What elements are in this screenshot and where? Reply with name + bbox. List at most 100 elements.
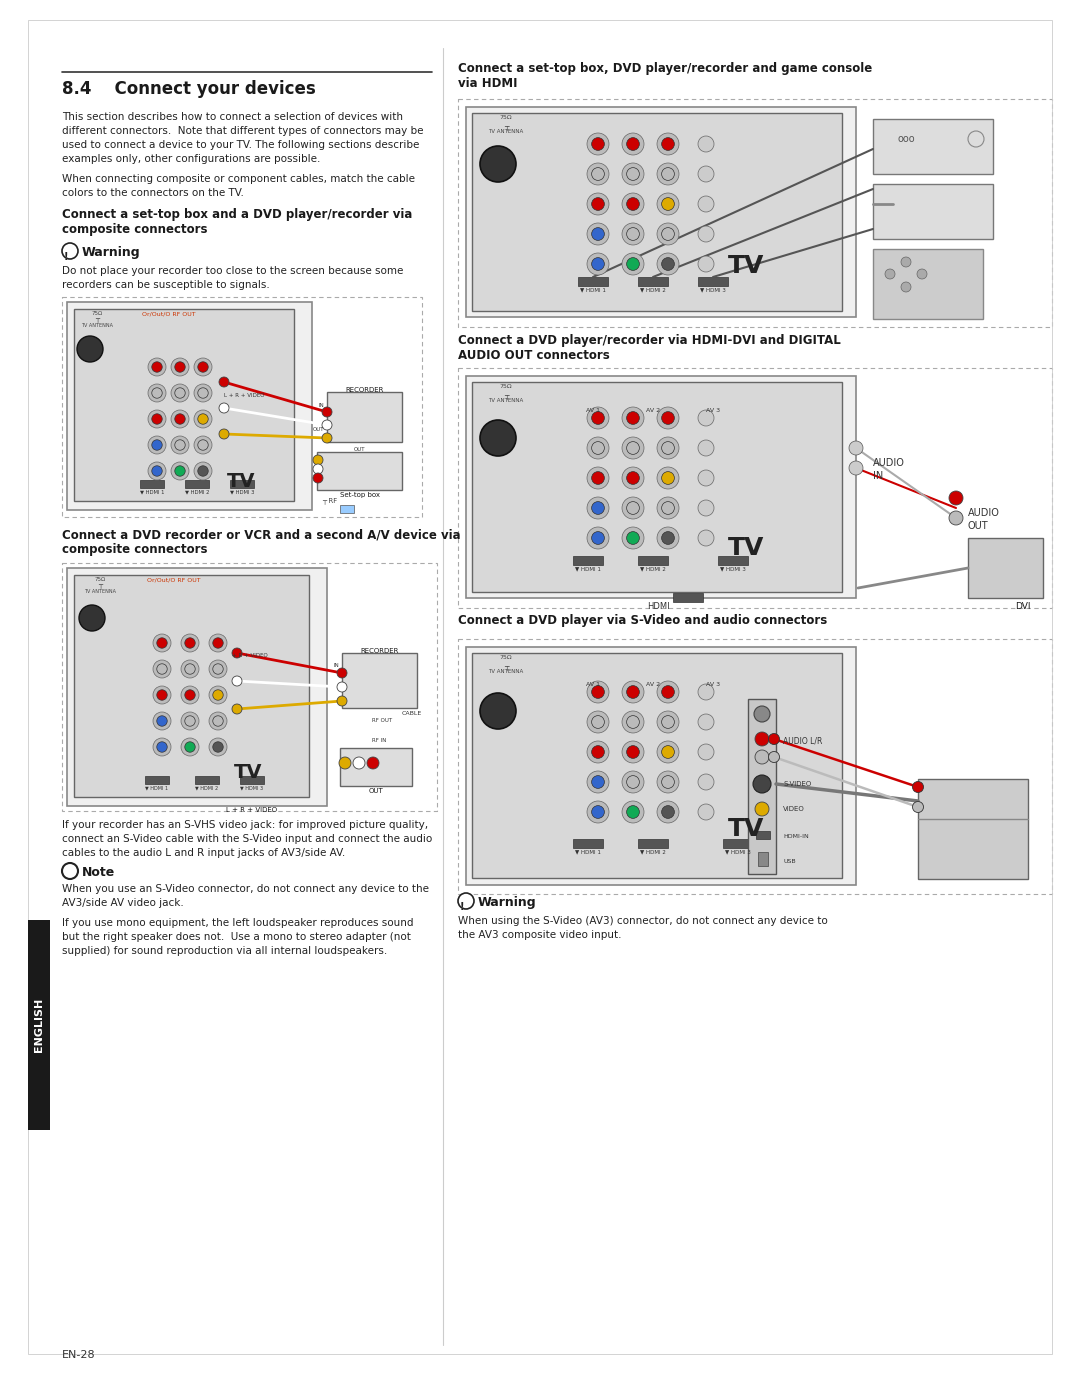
Text: If you use mono equipment, the left loudspeaker reproduces sound: If you use mono equipment, the left loud… <box>62 918 414 927</box>
Bar <box>318 452 402 491</box>
Circle shape <box>622 253 644 275</box>
Bar <box>342 653 417 708</box>
Circle shape <box>175 387 186 398</box>
Circle shape <box>181 633 199 653</box>
Text: AV 2: AV 2 <box>646 408 660 414</box>
Circle shape <box>626 805 639 819</box>
Bar <box>918 779 1028 879</box>
Text: This section describes how to connect a selection of devices with: This section describes how to connect a … <box>62 113 403 122</box>
Text: HDMI-IN: HDMI-IN <box>783 834 809 840</box>
Text: ▼ HDMI 1: ▼ HDMI 1 <box>575 849 600 855</box>
Circle shape <box>755 802 769 816</box>
Bar <box>573 556 603 565</box>
Circle shape <box>753 775 771 793</box>
Circle shape <box>626 137 639 150</box>
Circle shape <box>148 409 166 427</box>
Circle shape <box>175 440 186 451</box>
Text: RF IN: RF IN <box>372 738 387 743</box>
Text: TV ANTENNA: TV ANTENNA <box>488 398 524 403</box>
Circle shape <box>198 361 208 372</box>
Text: Warning: Warning <box>478 896 537 910</box>
Text: ┬: ┬ <box>503 392 509 400</box>
Bar <box>327 392 402 442</box>
Circle shape <box>662 746 674 758</box>
Bar <box>458 99 1052 327</box>
Circle shape <box>153 633 171 653</box>
Circle shape <box>885 269 895 279</box>
Text: TV ANTENNA: TV ANTENNA <box>84 589 116 594</box>
Circle shape <box>153 686 171 703</box>
Circle shape <box>592 502 605 514</box>
Circle shape <box>171 409 189 427</box>
Circle shape <box>626 502 639 514</box>
Circle shape <box>171 359 189 376</box>
Circle shape <box>152 361 162 372</box>
Text: IN: IN <box>334 664 339 668</box>
Circle shape <box>175 414 186 425</box>
Circle shape <box>755 732 769 746</box>
Text: OUT: OUT <box>368 789 383 794</box>
Circle shape <box>657 164 679 185</box>
Text: composite connectors: composite connectors <box>62 543 207 556</box>
Text: AV3/side AV video jack.: AV3/side AV video jack. <box>62 899 184 908</box>
Text: When you use an S-Video connector, do not connect any device to the: When you use an S-Video connector, do no… <box>62 883 429 894</box>
Circle shape <box>171 436 189 453</box>
Circle shape <box>152 466 162 477</box>
Text: TV ANTENNA: TV ANTENNA <box>488 669 524 675</box>
Circle shape <box>198 414 208 425</box>
Circle shape <box>698 804 714 820</box>
Text: Set-top box: Set-top box <box>340 492 380 497</box>
Bar <box>578 278 608 286</box>
Circle shape <box>157 742 167 752</box>
Circle shape <box>153 660 171 677</box>
Text: If your recorder has an S-VHS video jack: for improved picture quality,: If your recorder has an S-VHS video jack… <box>62 820 428 830</box>
Circle shape <box>588 771 609 793</box>
Circle shape <box>755 750 769 764</box>
Circle shape <box>198 440 208 451</box>
Text: ▼ HDMI 1: ▼ HDMI 1 <box>139 489 164 495</box>
Circle shape <box>588 497 609 519</box>
Circle shape <box>588 253 609 275</box>
Circle shape <box>157 690 167 701</box>
Circle shape <box>662 686 674 698</box>
Text: AUDIO: AUDIO <box>968 508 1000 518</box>
Bar <box>458 368 1052 609</box>
Circle shape <box>698 136 714 153</box>
Text: composite connectors: composite connectors <box>62 223 207 236</box>
Circle shape <box>698 470 714 486</box>
Circle shape <box>588 710 609 732</box>
Circle shape <box>917 269 927 279</box>
Circle shape <box>657 710 679 732</box>
Bar <box>67 302 312 510</box>
Circle shape <box>194 462 212 480</box>
Text: Or/Out/O RF OUT: Or/Out/O RF OUT <box>147 577 201 583</box>
Text: ooo: ooo <box>897 135 916 144</box>
Text: AUDIO OUT connectors: AUDIO OUT connectors <box>458 349 610 361</box>
Circle shape <box>185 664 195 675</box>
Circle shape <box>322 420 332 430</box>
Bar <box>28 921 50 1129</box>
Circle shape <box>175 361 186 372</box>
Circle shape <box>313 464 323 474</box>
Text: DVI: DVI <box>1015 602 1030 611</box>
Circle shape <box>754 706 770 721</box>
Text: ┬ RF: ┬ RF <box>322 497 337 504</box>
Text: !: ! <box>64 251 68 262</box>
Circle shape <box>657 801 679 823</box>
Circle shape <box>153 712 171 730</box>
Circle shape <box>194 409 212 427</box>
Circle shape <box>657 497 679 519</box>
Circle shape <box>622 192 644 214</box>
Text: connect an S-Video cable with the S-Video input and connect the audio: connect an S-Video cable with the S-Vide… <box>62 834 432 844</box>
Bar <box>465 647 856 885</box>
Circle shape <box>657 253 679 275</box>
Circle shape <box>181 738 199 756</box>
Circle shape <box>913 801 923 812</box>
Circle shape <box>148 436 166 453</box>
Circle shape <box>698 774 714 790</box>
Circle shape <box>185 690 195 701</box>
Circle shape <box>213 716 224 727</box>
Text: TV: TV <box>728 818 765 841</box>
Circle shape <box>662 502 674 514</box>
Text: AUDIO: AUDIO <box>873 458 905 469</box>
